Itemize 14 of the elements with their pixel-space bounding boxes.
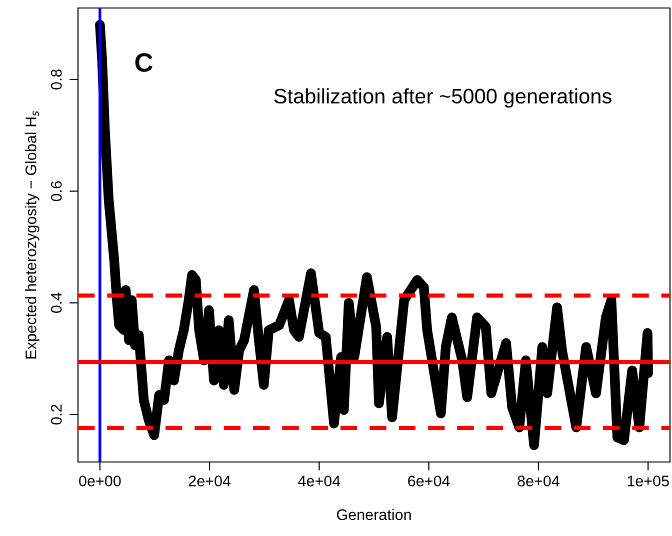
annotation: C [135,53,153,72]
x-axis-title: Generation [336,508,411,520]
y-tick-label: 0.2 [50,404,62,425]
y-axis-title: Expected heterozygosity − Global H$_{s}$ [25,110,40,358]
x-tick-label: 1e+05 [628,476,669,486]
y-tick-label: 0.6 [50,181,62,202]
x-tick-label: 8e+04 [518,476,560,486]
x-tick-label: 4e+04 [298,476,340,486]
y-tick-label: 0.8 [50,70,62,90]
annotation: Stabilization after ~5000 generations [274,88,612,108]
x-tick-label: 6e+04 [408,476,450,486]
x-tick-label: 0e+00 [79,476,121,486]
y-tick-label: 0.4 [50,292,62,313]
x-tick-label: 2e+04 [188,476,231,486]
